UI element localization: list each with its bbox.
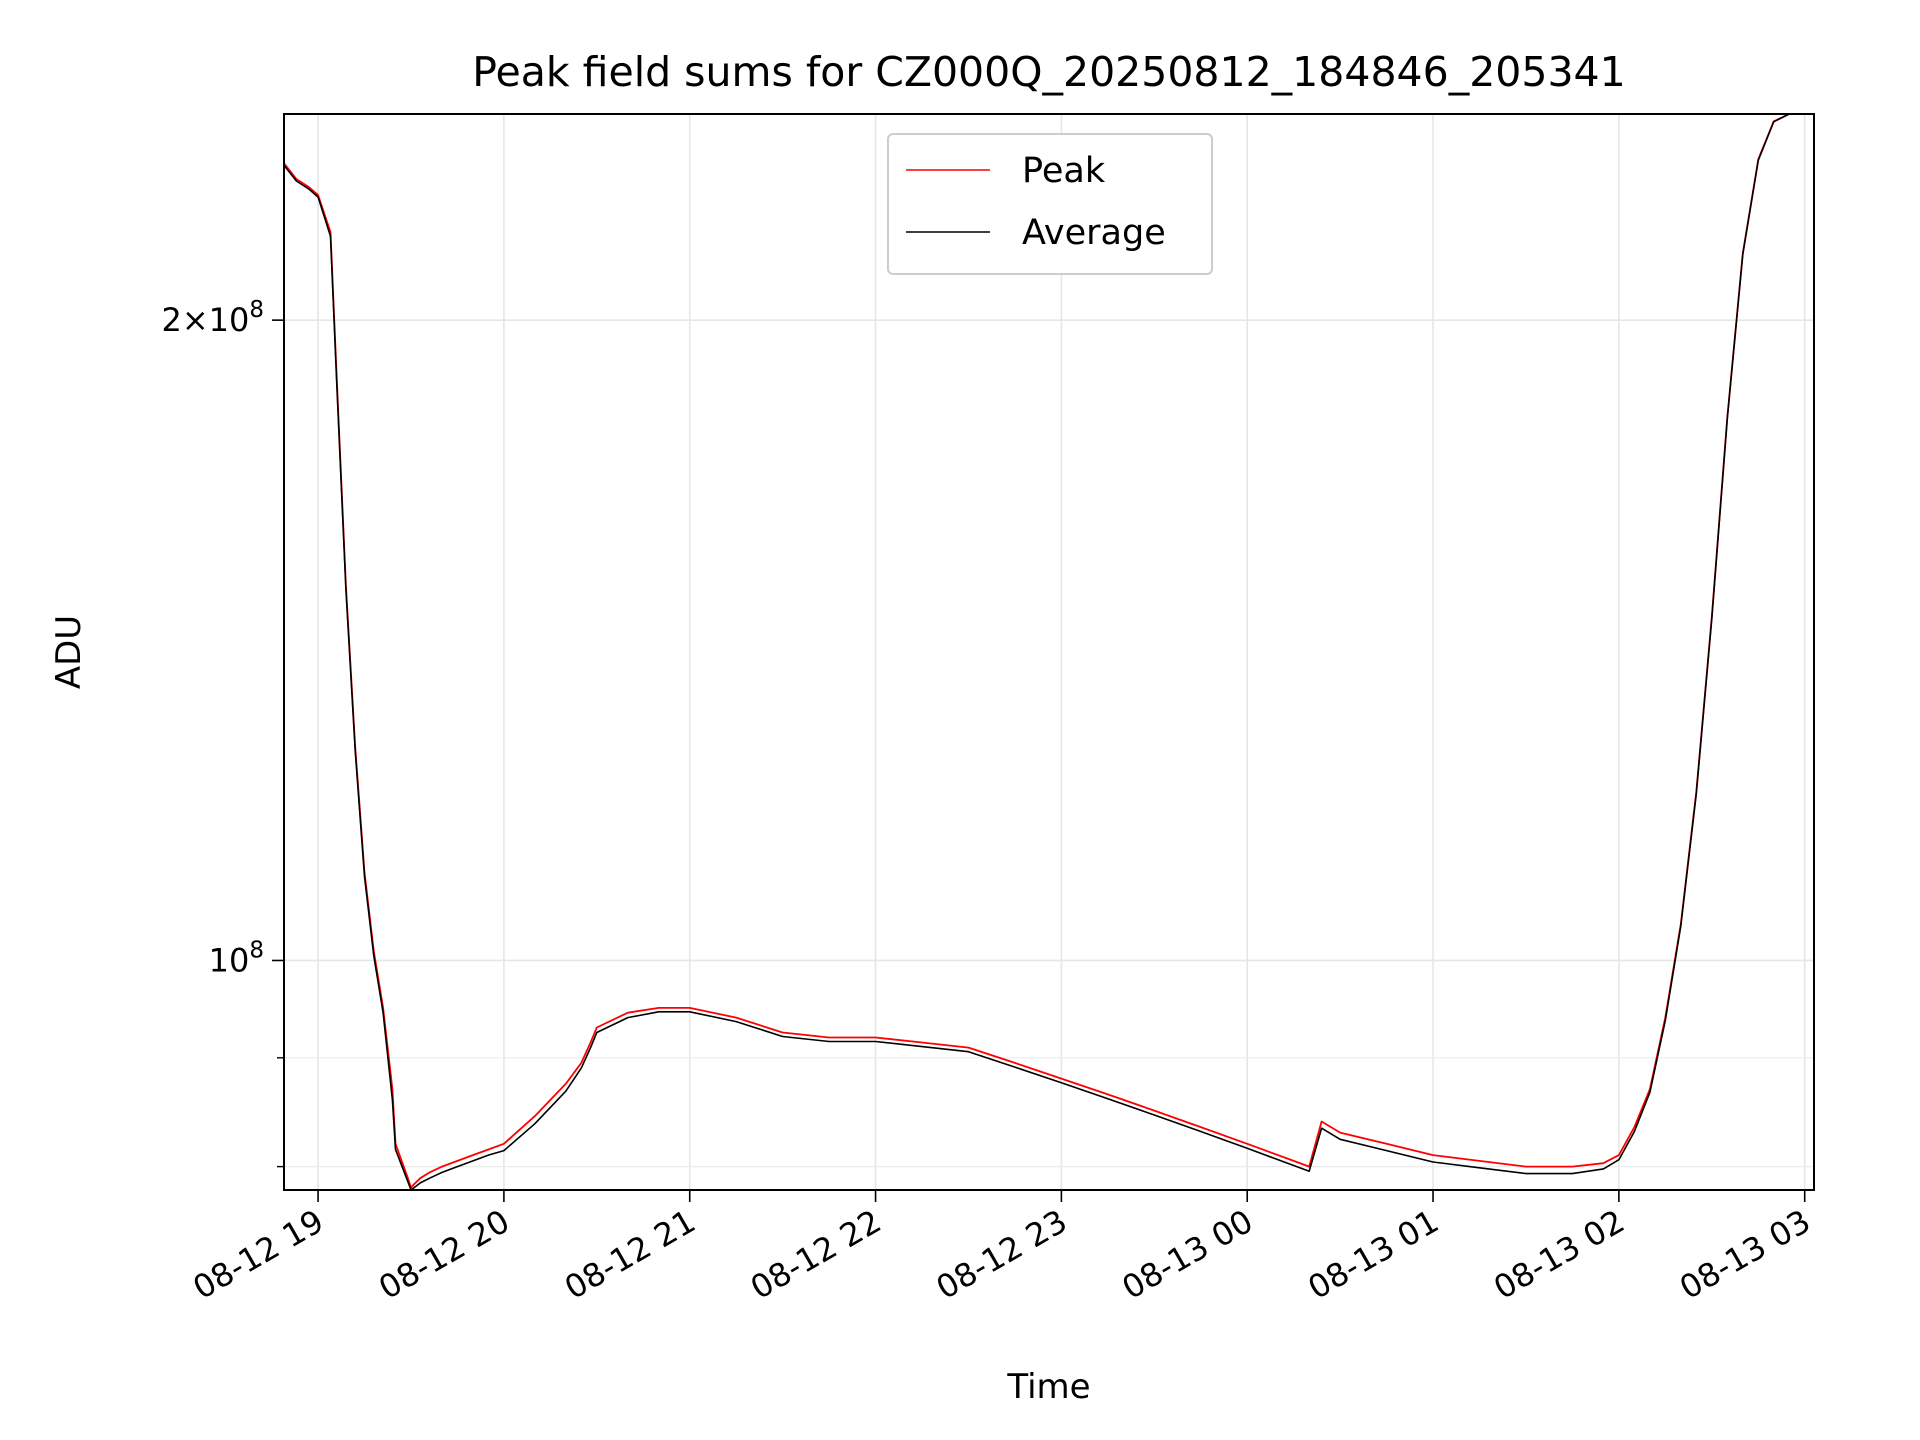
plot-frame <box>283 113 1815 1191</box>
series-layer <box>284 114 1805 1190</box>
legend: Peak Average <box>887 133 1213 275</box>
legend-label-peak: Peak <box>1022 151 1106 191</box>
y-axis: 108 2×108 <box>161 297 284 1168</box>
grid <box>284 114 1814 1190</box>
y-tick-label: 108 <box>209 937 264 979</box>
x-axis-title: Time <box>1006 1367 1090 1407</box>
y-axis-title: ADU <box>49 615 89 689</box>
series-line-peak <box>284 114 1805 1189</box>
legend-box <box>887 133 1213 275</box>
legend-label-average: Average <box>1022 213 1166 253</box>
series-line-average <box>284 114 1805 1190</box>
chart-title: Peak field sums for CZ000Q_20250812_1848… <box>472 48 1625 96</box>
y-tick-label: 2×108 <box>161 297 264 339</box>
